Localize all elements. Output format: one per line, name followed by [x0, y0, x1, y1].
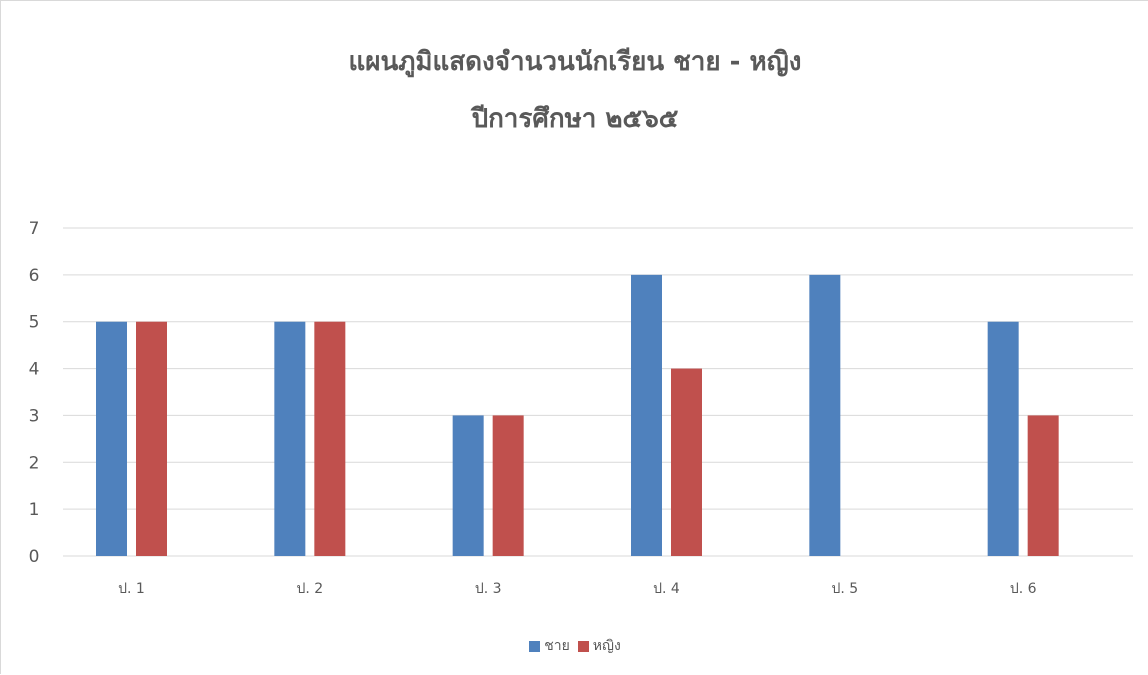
y-tick-label: 2	[29, 453, 40, 473]
y-tick-label: 6	[29, 266, 40, 286]
gridlines	[63, 227, 1133, 557]
legend-item-series-1: ชาย	[529, 635, 570, 657]
chart-subtitle: ปีการศึกษา ๒๕๖๕	[471, 104, 679, 134]
bar-series-2-cat-6	[1027, 415, 1059, 556]
x-axis: ป. 1 ป. 2 ป. 3 ป. 4 ป. 5 ป. 6	[118, 581, 1036, 597]
bar-series-1-cat-4	[631, 274, 662, 556]
bar-series-2-cat-4	[671, 368, 702, 556]
x-tick-label: ป. 5	[831, 581, 858, 597]
bar-series-2-cat-2	[314, 321, 346, 556]
bar-series-1-cat-1	[96, 321, 127, 556]
legend-swatch-series-1	[529, 640, 541, 652]
legend-swatch-series-2	[577, 640, 589, 652]
y-tick-label: 0	[29, 547, 40, 567]
bar-series-2-cat-3	[492, 415, 524, 556]
legend-label-series-2: หญิง	[592, 638, 621, 654]
bar-series-1-cat-5	[809, 274, 841, 556]
x-tick-label: ป. 1	[118, 581, 145, 597]
y-axis: 0 1 2 3 4 5 6 7	[29, 219, 40, 567]
bars	[96, 274, 1059, 556]
legend: ชาย หญิง	[1, 635, 1148, 657]
bar-series-1-cat-2	[274, 321, 306, 556]
legend-item-series-2: หญิง	[577, 635, 621, 657]
x-tick-label: ป. 4	[653, 581, 680, 597]
y-tick-label: 7	[29, 219, 40, 239]
bar-series-2-cat-1	[136, 321, 167, 556]
y-tick-label: 5	[29, 313, 40, 333]
x-tick-label: ป. 2	[296, 581, 323, 597]
bar-series-1-cat-3	[452, 415, 484, 556]
y-tick-label: 3	[29, 406, 40, 426]
chart-title: แผนภูมิแสดงจำนวนนักเรียน ชาย - หญิง	[348, 47, 802, 77]
y-tick-label: 1	[29, 500, 40, 520]
x-tick-label: ป. 3	[475, 581, 502, 597]
x-tick-label: ป. 6	[1010, 581, 1037, 597]
bar-series-1-cat-6	[987, 321, 1019, 556]
y-tick-label: 4	[29, 360, 40, 380]
legend-label-series-1: ชาย	[544, 638, 570, 654]
